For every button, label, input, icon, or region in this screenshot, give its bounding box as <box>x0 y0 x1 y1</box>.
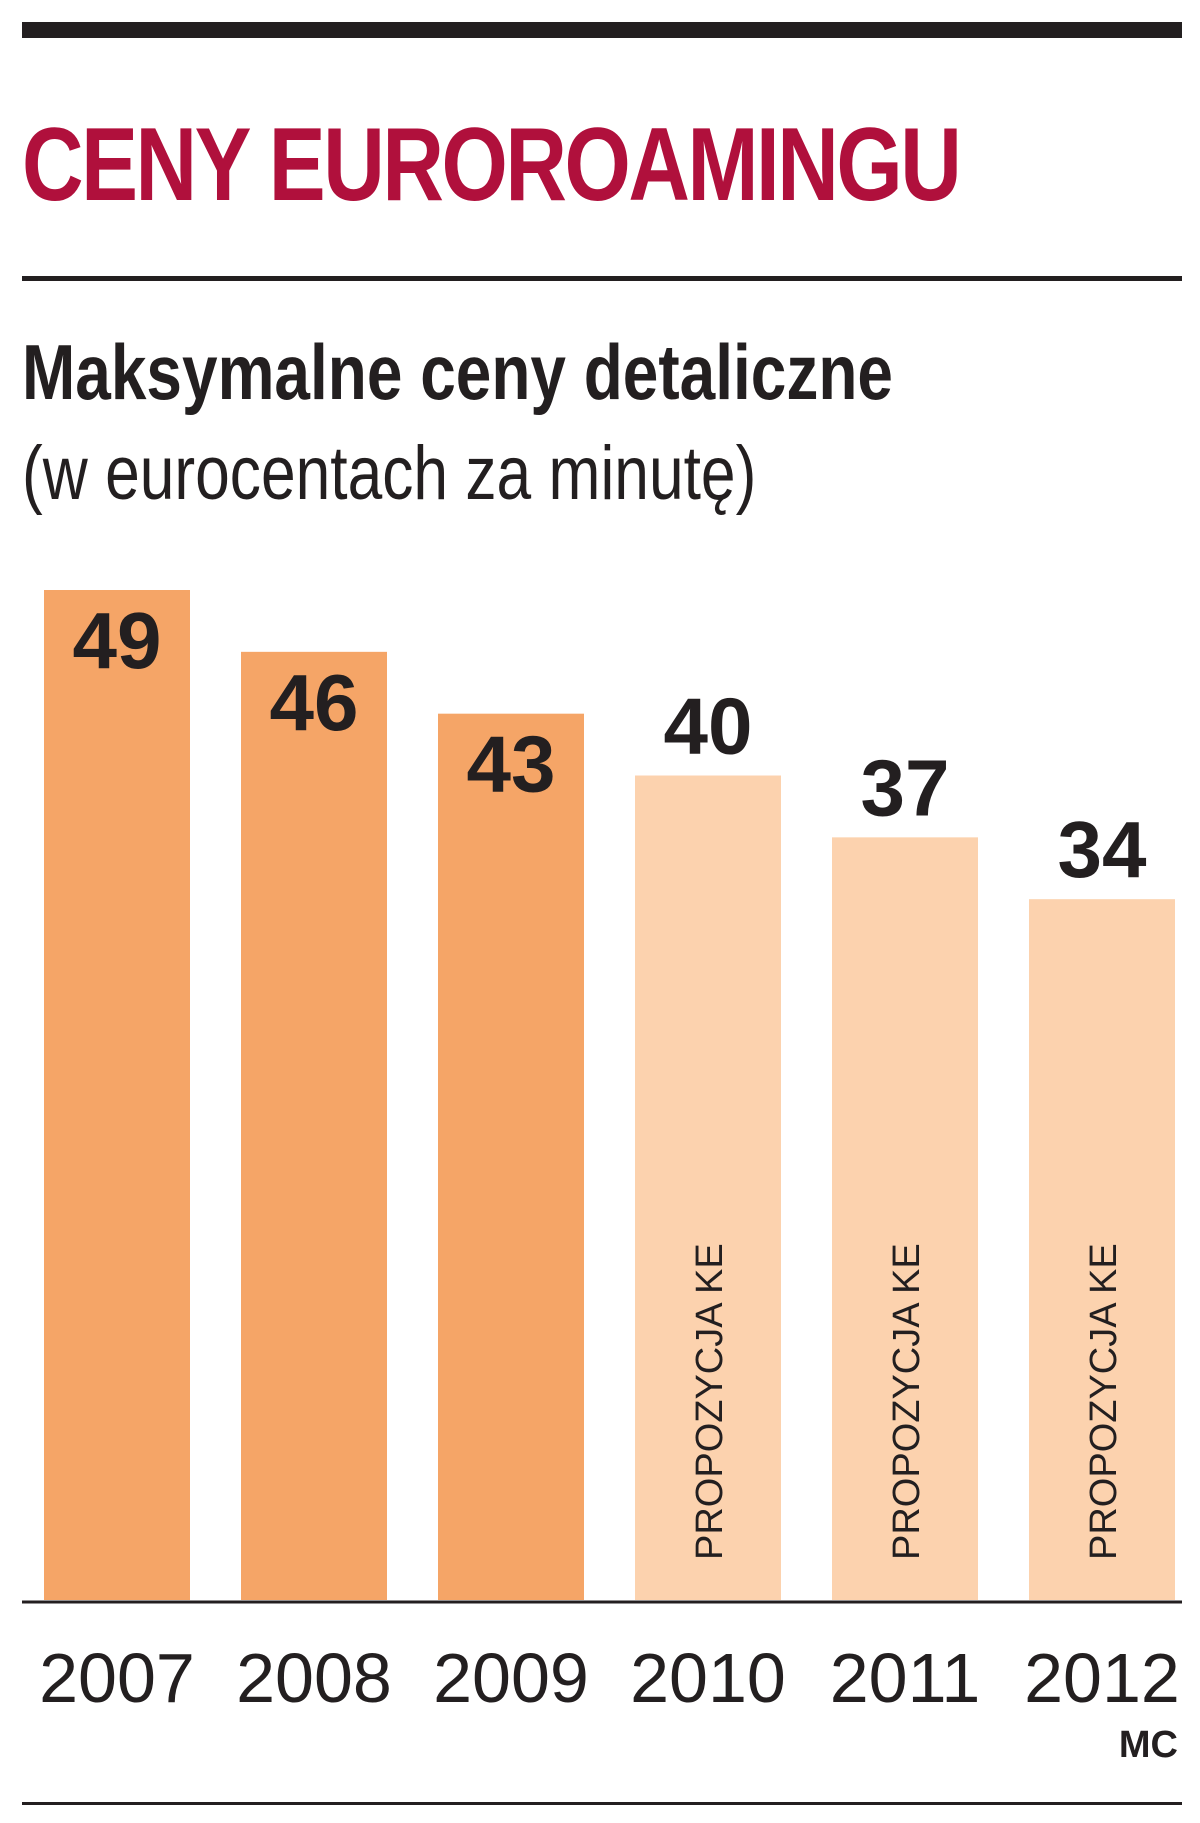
bar-2007 <box>44 590 190 1600</box>
chart-subtitle: Maksymalne ceny detaliczne <box>22 328 893 416</box>
bar-2009 <box>438 713 584 1600</box>
bar-2008 <box>241 651 387 1600</box>
x-tick-label-2007: 2007 <box>39 1639 195 1717</box>
value-label-2008: 46 <box>270 658 359 747</box>
bar-note-2011: PROPOZYCJA KE <box>886 1243 928 1560</box>
x-tick-label-2010: 2010 <box>630 1639 786 1717</box>
x-tick-label-2011: 2011 <box>830 1639 981 1717</box>
value-label-2007: 49 <box>73 596 162 685</box>
bar-chart: 49 2007 46 2008 43 2009 40 PROPOZYCJA KE 2010 37 P… <box>22 590 1182 1717</box>
value-label-2009: 43 <box>467 720 556 809</box>
middle-rule <box>22 276 1182 281</box>
chart-title: CENY EUROROAMINGU <box>22 107 962 223</box>
value-label-2011: 37 <box>861 743 950 832</box>
bar-2010 <box>635 775 781 1600</box>
bar-note-2012: PROPOZYCJA KE <box>1083 1243 1125 1560</box>
value-label-2010: 40 <box>664 682 753 771</box>
bottom-rule <box>22 1802 1182 1805</box>
unit-note: (w eurocentach za minutę) <box>22 431 757 516</box>
bar-2012 <box>1029 899 1175 1600</box>
bar-2011 <box>832 837 978 1600</box>
top-rule <box>22 22 1182 38</box>
credit: MC <box>1118 1724 1178 1766</box>
x-tick-label-2008: 2008 <box>236 1639 392 1717</box>
x-tick-label-2012: 2012 <box>1024 1639 1180 1717</box>
bar-note-2010: PROPOZYCJA KE <box>689 1243 731 1560</box>
x-tick-label-2009: 2009 <box>433 1639 589 1717</box>
value-label-2012: 34 <box>1058 805 1147 894</box>
